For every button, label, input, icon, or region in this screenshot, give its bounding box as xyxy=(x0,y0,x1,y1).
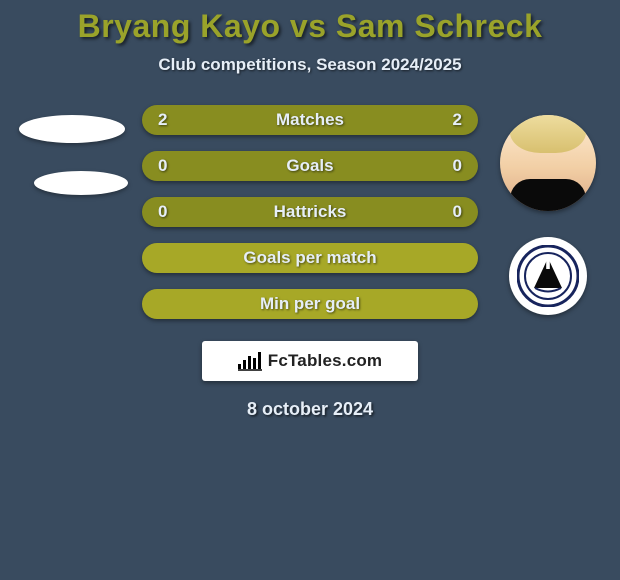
stat-bar: Min per goal xyxy=(142,289,478,319)
page-title: Bryang Kayo vs Sam Schreck xyxy=(10,8,610,45)
stat-right-value: 0 xyxy=(442,156,462,176)
stat-label: Goals per match xyxy=(178,248,442,268)
fctables-label: FcTables.com xyxy=(268,351,383,371)
stat-bars: 2Matches20Goals00Hattricks0Goals per mat… xyxy=(142,105,478,319)
stat-label: Matches xyxy=(178,110,442,130)
stat-right-value: 0 xyxy=(442,202,462,222)
fctables-badge[interactable]: FcTables.com xyxy=(202,341,418,381)
comparison-card: Bryang Kayo vs Sam Schreck Club competit… xyxy=(0,0,620,450)
stat-label: Goals xyxy=(178,156,442,176)
left-player-photo-placeholder xyxy=(19,115,125,143)
right-player-photo xyxy=(500,115,596,211)
stat-right-value: 2 xyxy=(442,110,462,130)
stat-left-value: 0 xyxy=(158,156,178,176)
bar-chart-icon xyxy=(238,351,262,371)
right-player-col xyxy=(488,105,608,315)
subtitle: Club competitions, Season 2024/2025 xyxy=(10,55,610,75)
left-player-crest-placeholder xyxy=(34,171,128,195)
stat-left-value: 0 xyxy=(158,202,178,222)
stat-bar: Goals per match xyxy=(142,243,478,273)
left-player-col xyxy=(12,105,132,195)
stat-left-value: 2 xyxy=(158,110,178,130)
stat-bar: 0Goals0 xyxy=(142,151,478,181)
stat-label: Hattricks xyxy=(178,202,442,222)
stat-label: Min per goal xyxy=(178,294,442,314)
club-crest-icon xyxy=(517,245,579,307)
date-label: 8 october 2024 xyxy=(10,399,610,420)
right-player-crest xyxy=(509,237,587,315)
stat-bar: 2Matches2 xyxy=(142,105,478,135)
stats-area: 2Matches20Goals00Hattricks0Goals per mat… xyxy=(10,105,610,319)
stat-bar: 0Hattricks0 xyxy=(142,197,478,227)
